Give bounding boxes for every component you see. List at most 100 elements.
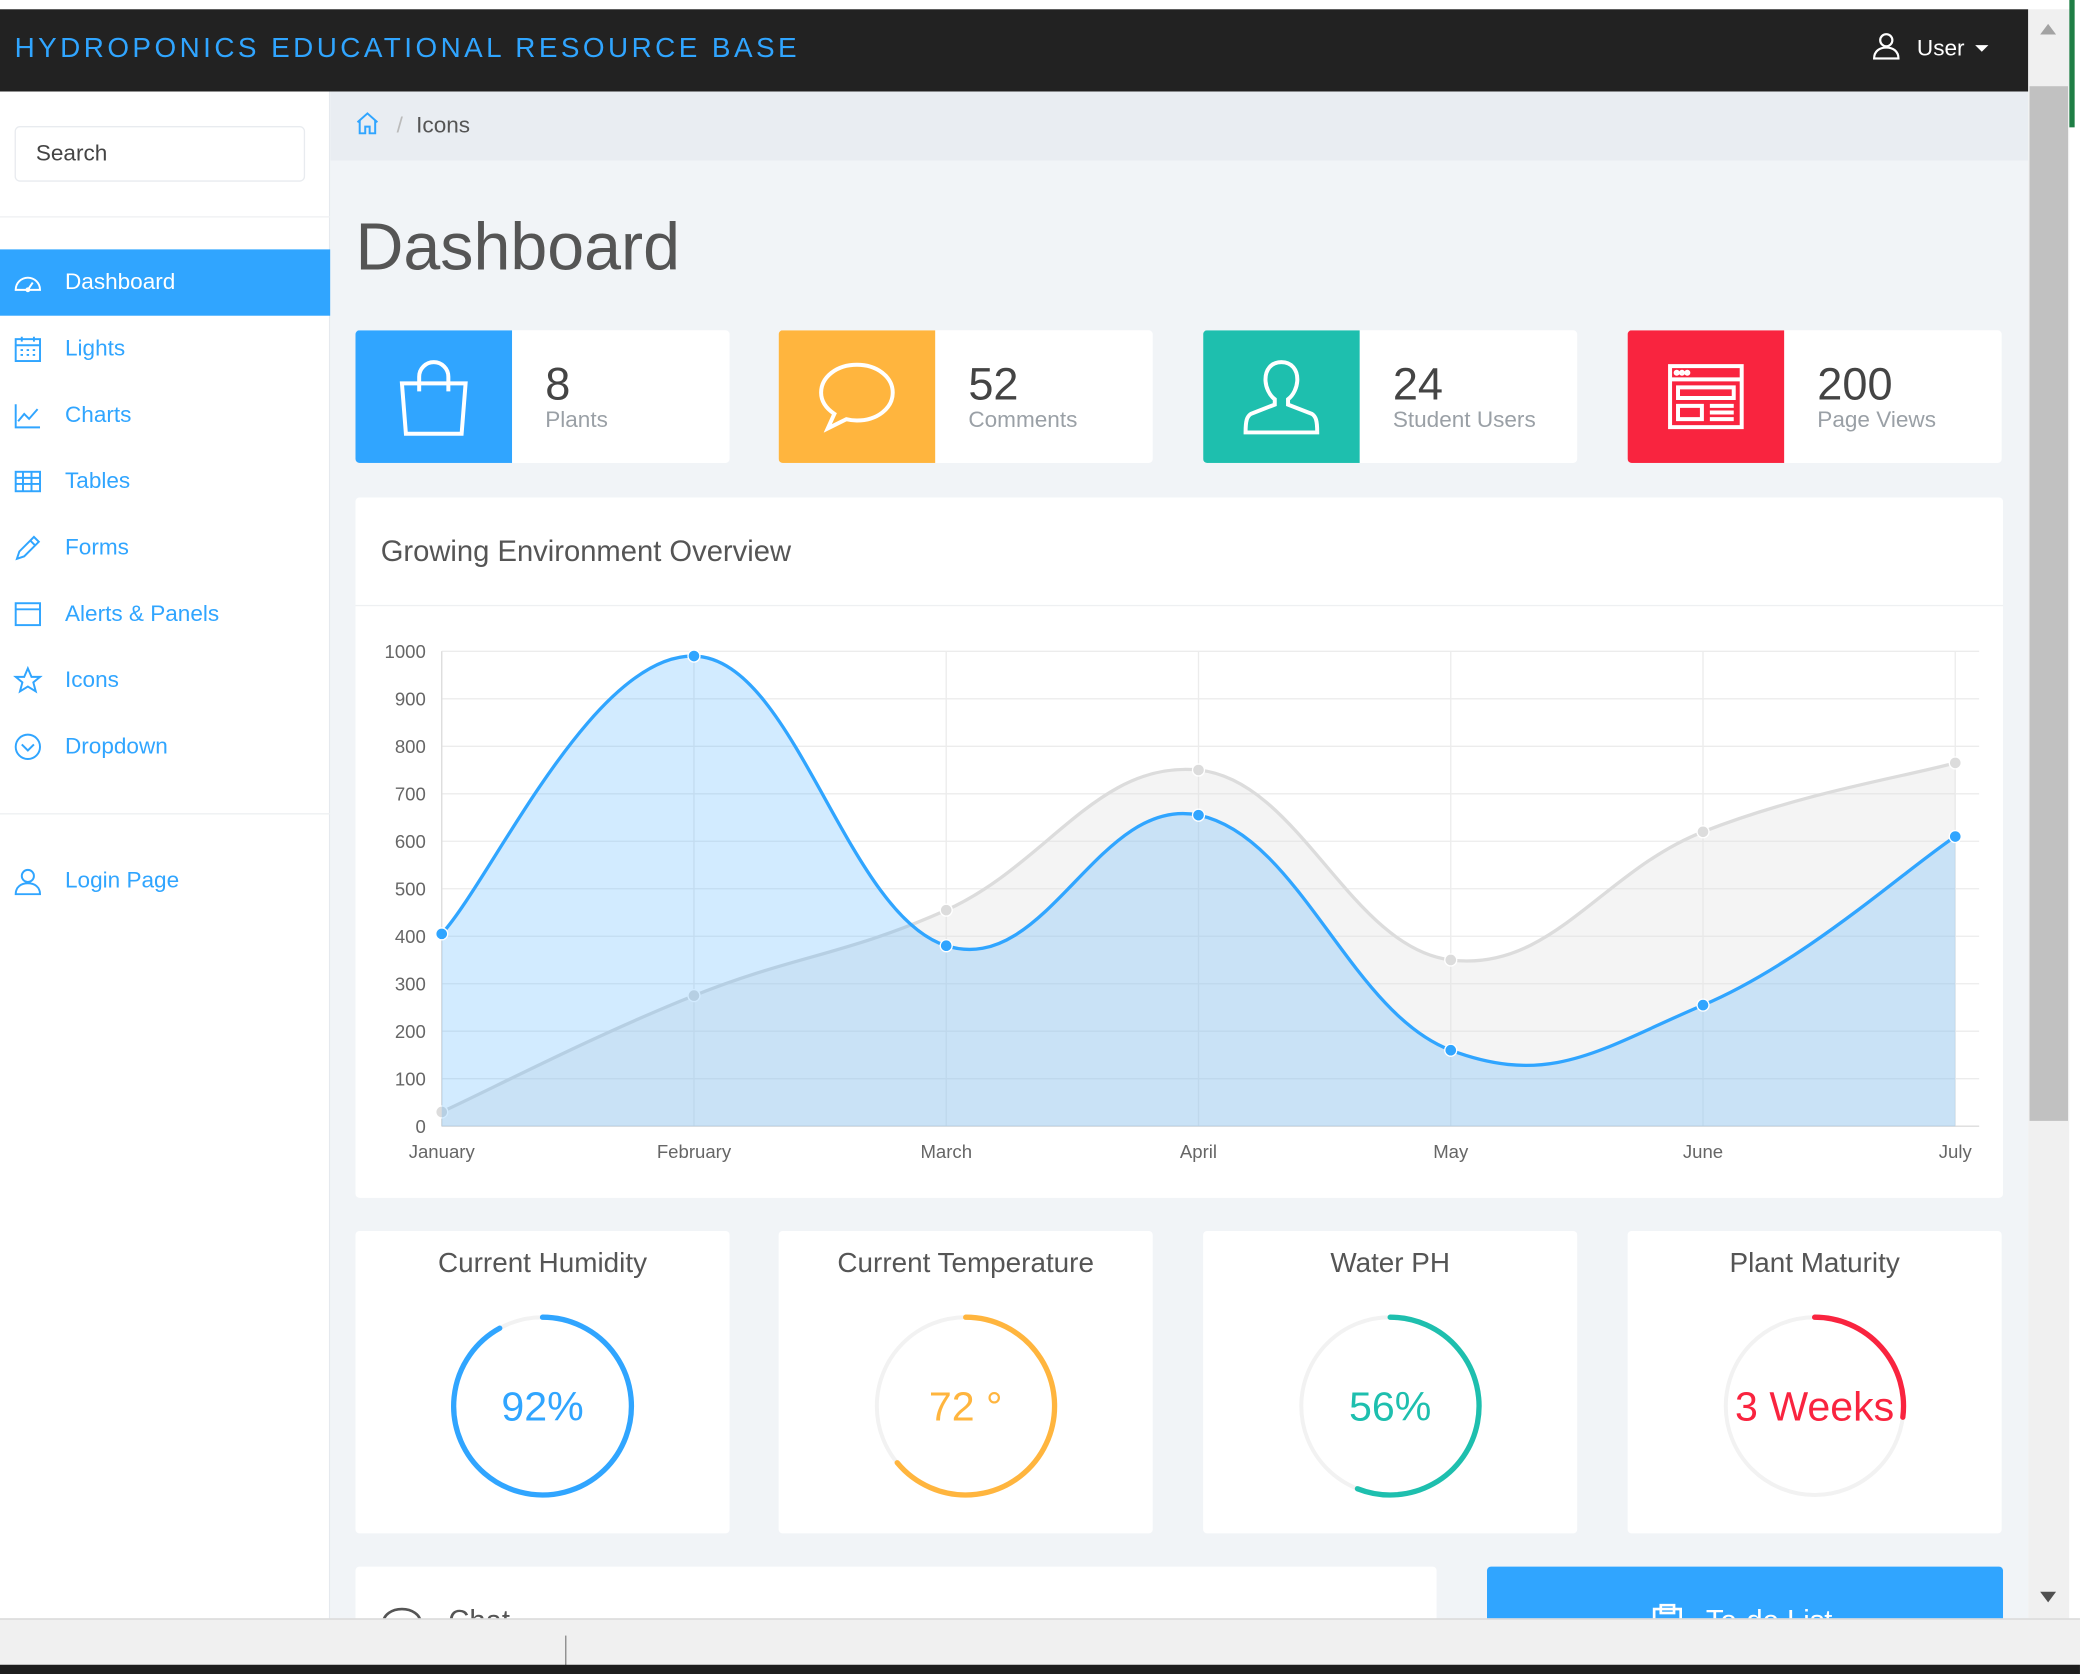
speedometer-icon xyxy=(12,267,44,299)
data-point xyxy=(435,927,449,941)
gauge-card-plant-maturity: Plant Maturity 3 Weeks xyxy=(1627,1230,2002,1534)
caret-down-icon xyxy=(1975,45,1989,52)
gauge-title: Water PH xyxy=(1330,1248,1451,1279)
data-point xyxy=(939,939,953,953)
sidebar-item-label: Lights xyxy=(64,335,126,361)
gauge-card-humidity: Current Humidity 92% xyxy=(355,1230,730,1534)
sidebar-item-label: Dashboard xyxy=(64,269,176,295)
data-point xyxy=(435,1105,449,1119)
scroll-up-arrow-icon[interactable] xyxy=(2040,23,2057,35)
gauge-value: 72 ° xyxy=(928,1383,1003,1430)
sidebar-item-label: Alerts & Panels xyxy=(64,600,220,627)
stat-value: 200 xyxy=(1817,359,1893,410)
gauge-ring xyxy=(451,1314,635,1498)
stat-label: Student Users xyxy=(1392,407,1536,433)
data-point xyxy=(939,903,953,917)
y-tick-label: 400 xyxy=(395,926,426,947)
navbar: HYDROPONICS EDUCATIONAL RESOURCE BASE Us… xyxy=(0,9,2029,92)
data-point xyxy=(1444,1043,1458,1057)
breadcrumb-separator: / xyxy=(396,112,403,138)
stat-card-comments: 52 Comments xyxy=(778,330,1153,463)
user-menu-label: User xyxy=(1916,35,1965,61)
stat-label: Plants xyxy=(545,407,608,433)
user-menu[interactable]: User xyxy=(1872,31,1989,67)
page-title: Dashboard xyxy=(355,209,680,284)
y-tick-label: 1000 xyxy=(385,641,426,662)
sidebar-item-lights[interactable]: Lights xyxy=(0,316,330,382)
sidebar-item-dropdown[interactable]: Dropdown xyxy=(0,714,330,780)
home-icon[interactable] xyxy=(354,109,381,142)
user-icon xyxy=(1872,31,1901,67)
shopping-bag-icon xyxy=(355,330,513,463)
browser-window-icon xyxy=(1627,330,1785,463)
overview-panel: Growing Environment Overview 0 100 200 300 4… xyxy=(355,497,2004,1198)
todo-title: To-do List xyxy=(1706,1604,1833,1619)
todo-panel: To-do List xyxy=(1487,1566,2004,1619)
top-strip xyxy=(0,0,2080,10)
sidebar-item-label: Tables xyxy=(64,468,131,494)
vertical-scrollbar[interactable] xyxy=(2028,9,2070,1619)
gauge-title: Current Humidity xyxy=(438,1248,648,1279)
y-tick-label: 700 xyxy=(395,783,426,804)
chat-title: Chat xyxy=(448,1604,510,1619)
y-tick-label: 800 xyxy=(395,736,426,757)
gauge-arc xyxy=(894,1314,1058,1498)
sidebar-item-login[interactable]: Login Page xyxy=(0,848,330,914)
taskbar xyxy=(0,1618,2080,1674)
user-icon xyxy=(12,865,44,897)
scrollbar-thumb[interactable] xyxy=(2029,86,2069,1121)
overview-chart: 0 100 200 300 400 500 600 700 800 900 1000 January F… xyxy=(385,641,1980,1162)
data-point xyxy=(1191,763,1206,777)
y-tick-label: 200 xyxy=(395,1021,426,1042)
data-point xyxy=(1696,998,1710,1012)
sidebar-divider xyxy=(0,813,331,815)
brand-title[interactable]: HYDROPONICS EDUCATIONAL RESOURCE BASE xyxy=(14,33,801,64)
x-tick-label: July xyxy=(1939,1141,1973,1162)
x-tick-label: February xyxy=(657,1141,732,1162)
y-tick-label: 600 xyxy=(395,831,426,852)
sidebar-item-tables[interactable]: Tables xyxy=(0,448,330,514)
sidebar-item-icons[interactable]: Icons xyxy=(0,647,330,713)
line-chart-icon xyxy=(12,399,44,431)
y-tick-label: 300 xyxy=(395,973,426,994)
gauge-ring xyxy=(874,1314,1058,1498)
chat-panel: Chat xyxy=(355,1566,1437,1619)
stat-value: 24 xyxy=(1392,359,1444,410)
data-point xyxy=(687,649,701,663)
window-icon xyxy=(12,598,44,630)
x-tick-label: January xyxy=(409,1141,476,1162)
search-input[interactable] xyxy=(14,126,306,182)
breadcrumb: / Icons xyxy=(330,91,2029,161)
sidebar-item-alerts-panels[interactable]: Alerts & Panels xyxy=(0,581,330,647)
data-point xyxy=(1444,953,1458,967)
scroll-down-arrow-icon[interactable] xyxy=(2040,1591,2057,1603)
y-tick-label: 500 xyxy=(395,878,426,899)
window-edge xyxy=(2069,0,2080,1674)
table-icon xyxy=(12,466,44,498)
data-point xyxy=(1191,808,1206,822)
x-tick-label: April xyxy=(1180,1141,1217,1162)
sidebar-item-charts[interactable]: Charts xyxy=(0,382,330,448)
y-tick-label: 900 xyxy=(395,688,426,709)
sidebar-item-forms[interactable]: Forms xyxy=(0,515,330,581)
data-point xyxy=(1948,756,1962,770)
gauge-ring xyxy=(1299,1314,1482,1498)
stat-value: 52 xyxy=(968,359,1019,410)
data-point xyxy=(687,988,701,1003)
gauge-arc xyxy=(1811,1314,1907,1420)
star-icon xyxy=(12,665,44,697)
stat-label: Page Views xyxy=(1817,407,1936,433)
chat-bubble-icon xyxy=(778,330,936,463)
x-tick-label: May xyxy=(1433,1141,1469,1162)
stat-card-page-views: 200 Page Views xyxy=(1627,330,2002,463)
overview-title: Growing Environment Overview xyxy=(355,497,2004,607)
gauge-arc xyxy=(451,1314,635,1498)
sidebar-item-dashboard[interactable]: Dashboard xyxy=(0,249,331,316)
main-content: / Icons Dashboard 8 Plants 52 Comments 2… xyxy=(330,91,2029,1619)
gauge-ring xyxy=(1723,1314,1907,1497)
x-tick-label: June xyxy=(1683,1141,1723,1162)
chevron-circle-icon xyxy=(12,731,44,763)
x-tick-label: March xyxy=(920,1141,972,1162)
gauge-value: 92% xyxy=(501,1383,584,1430)
